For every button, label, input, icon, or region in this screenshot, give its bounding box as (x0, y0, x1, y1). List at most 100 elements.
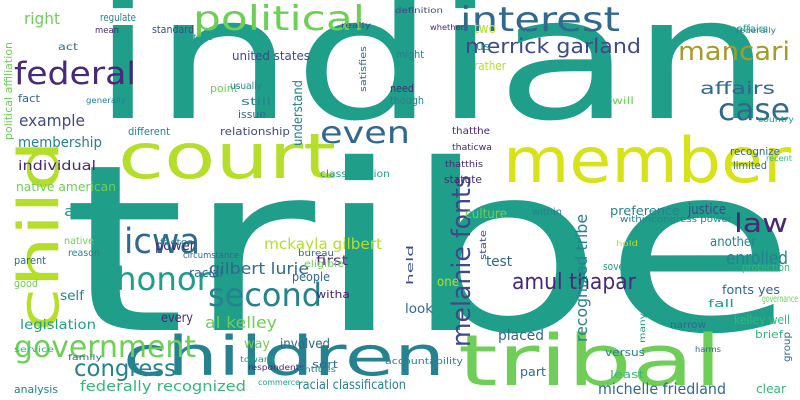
word: mancari (678, 37, 790, 67)
word: member (503, 124, 792, 197)
word: fall (708, 297, 734, 310)
word: membership (18, 135, 102, 151)
word: entities (298, 365, 336, 374)
word: self (60, 289, 84, 304)
word: classification (320, 169, 390, 180)
word: native american (16, 180, 116, 194)
word: harms (695, 345, 721, 354)
word: thatthis (445, 160, 483, 170)
word: protection (742, 261, 790, 274)
word: political (193, 0, 365, 39)
word: racial classification (298, 378, 406, 393)
word: law (734, 209, 788, 239)
word: narrow (670, 320, 706, 331)
word: clear (756, 382, 786, 396)
word: withincongress power (620, 215, 732, 225)
word: hold (616, 239, 638, 248)
word: culture (465, 207, 507, 222)
word: respondents (248, 363, 304, 372)
word: kelley well (734, 313, 790, 327)
word: country (758, 115, 794, 124)
word: many (638, 313, 647, 343)
word: legislation (20, 318, 96, 333)
word: witha (316, 288, 350, 301)
word: brief (755, 328, 784, 341)
word: every (161, 311, 193, 326)
word: within (532, 207, 562, 218)
word: issue (238, 108, 266, 121)
word: right (24, 9, 60, 28)
word: factor (160, 238, 192, 248)
word: al kelley (205, 313, 277, 332)
word: whether (430, 23, 465, 32)
word: gilbert lurie (209, 259, 309, 278)
word: take (193, 33, 213, 42)
word: understand (291, 80, 306, 146)
word: sovereign (603, 260, 647, 273)
word: generally (86, 96, 126, 105)
word: individual (18, 159, 96, 174)
word: usually (230, 81, 262, 92)
word: child (7, 140, 72, 332)
word: relationship (220, 125, 290, 138)
word: federal (14, 56, 136, 92)
word: congress (74, 356, 176, 382)
word: point (210, 82, 239, 95)
word: thaticwa (452, 143, 492, 153)
word: versus (605, 346, 645, 359)
word: mean (95, 26, 119, 36)
word: accountability (385, 357, 464, 367)
word: melanie fonts (447, 175, 477, 347)
word: icwa (124, 222, 200, 262)
word: way (244, 337, 270, 352)
word: indianaffairs (706, 24, 768, 35)
word: sort (312, 358, 339, 371)
word: fact (18, 92, 41, 105)
word: allow (64, 204, 110, 220)
word: mckayla gilbert (264, 235, 382, 253)
word: involved (280, 337, 330, 352)
word: racial (189, 266, 223, 280)
word: children (123, 325, 445, 388)
word: court (118, 120, 336, 193)
word: people (292, 270, 330, 284)
word: still (241, 95, 271, 108)
word: good (14, 277, 38, 290)
word: service (14, 345, 54, 354)
word: merrick garland (465, 34, 641, 58)
word: government (14, 330, 196, 365)
word: parent (14, 254, 47, 267)
word: least (610, 368, 645, 381)
word: tribe (62, 115, 797, 385)
word: honor (116, 260, 211, 298)
word: recognized tribe (572, 214, 591, 342)
word: rather (474, 59, 506, 73)
word: recognize (730, 145, 780, 158)
word: standard (152, 23, 194, 36)
word: analysis (14, 383, 58, 396)
word: family (68, 353, 102, 362)
word: political affiliation (2, 42, 15, 140)
word: affairs (700, 79, 775, 99)
word: though (390, 94, 424, 107)
word: statute (444, 173, 482, 186)
word: united states (232, 49, 310, 63)
word: limited (733, 159, 767, 172)
word: different (128, 125, 171, 138)
word: native (64, 236, 94, 247)
word: part (520, 365, 546, 379)
word: another (710, 235, 757, 250)
word: act (58, 42, 78, 53)
word: eligible (304, 259, 344, 270)
word: interest (460, 0, 620, 40)
word: us (476, 40, 490, 53)
word: test (486, 254, 512, 270)
word: satisfies (359, 46, 369, 92)
word: indian (92, 0, 772, 159)
word: really (341, 21, 371, 30)
word: recent (766, 154, 792, 163)
word: second (208, 276, 322, 314)
word: definition (395, 6, 443, 15)
word: placed (498, 328, 544, 344)
